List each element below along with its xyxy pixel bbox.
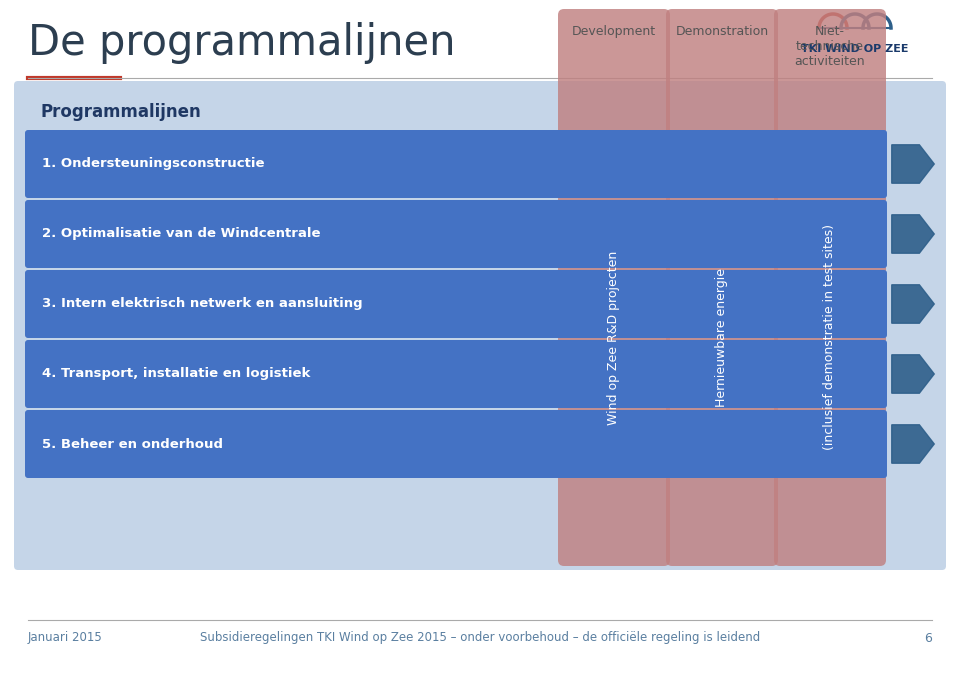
Text: Hernieuwbare energie: Hernieuwbare energie [715, 268, 729, 407]
Text: (inclusief demonstratie in test sites): (inclusief demonstratie in test sites) [824, 224, 836, 450]
Polygon shape [892, 425, 934, 463]
Text: Demonstration: Demonstration [676, 25, 769, 38]
Text: TKI WIND OP ZEE: TKI WIND OP ZEE [802, 44, 909, 54]
Polygon shape [892, 145, 934, 183]
Text: Niet-
technische
activiteiten: Niet- technische activiteiten [795, 25, 865, 68]
FancyBboxPatch shape [14, 81, 946, 570]
Text: 2. Optimalisatie van de Windcentrale: 2. Optimalisatie van de Windcentrale [42, 228, 321, 241]
Text: 5. Beheer en onderhoud: 5. Beheer en onderhoud [42, 437, 223, 450]
Text: 4. Transport, installatie en logistiek: 4. Transport, installatie en logistiek [42, 368, 310, 381]
Text: Programmalijnen: Programmalijnen [40, 103, 201, 121]
Text: De programmalijnen: De programmalijnen [28, 22, 455, 64]
Text: Wind op Zee R&D projecten: Wind op Zee R&D projecten [608, 250, 620, 425]
Polygon shape [892, 285, 934, 323]
Text: 3. Intern elektrisch netwerk en aansluiting: 3. Intern elektrisch netwerk en aansluit… [42, 297, 363, 310]
FancyBboxPatch shape [25, 200, 887, 268]
FancyBboxPatch shape [774, 9, 886, 566]
Text: 6: 6 [924, 631, 932, 644]
Text: 1. Ondersteuningsconstructie: 1. Ondersteuningsconstructie [42, 158, 265, 170]
FancyBboxPatch shape [558, 9, 670, 566]
Polygon shape [892, 355, 934, 393]
FancyBboxPatch shape [666, 9, 778, 566]
Text: Subsidieregelingen TKI Wind op Zee 2015 – onder voorbehoud – de officiële regeli: Subsidieregelingen TKI Wind op Zee 2015 … [200, 631, 760, 644]
Text: Januari 2015: Januari 2015 [28, 631, 103, 644]
Text: Development: Development [572, 25, 656, 38]
FancyBboxPatch shape [25, 270, 887, 338]
Polygon shape [892, 215, 934, 254]
FancyBboxPatch shape [25, 340, 887, 408]
FancyBboxPatch shape [25, 410, 887, 478]
FancyBboxPatch shape [25, 130, 887, 198]
